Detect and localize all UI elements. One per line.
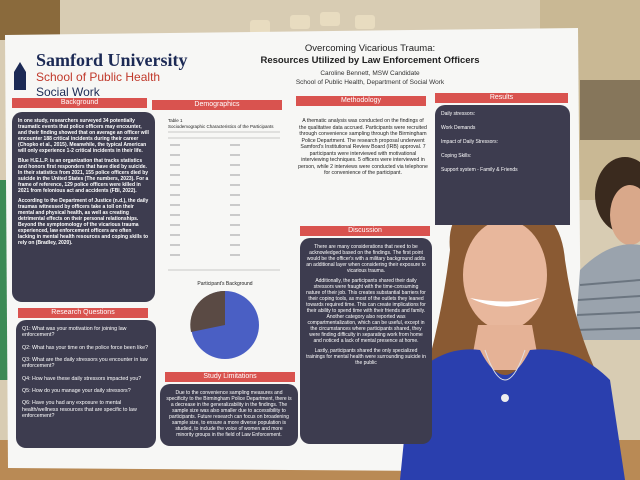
research-question: Q2: What has your time on the police for… — [22, 344, 149, 351]
study-limitations-panel: Due to the convenience sampling measures… — [160, 384, 298, 446]
section-heading: Discussion — [300, 226, 430, 236]
discussion-panel: There are many considerations that need … — [300, 238, 432, 444]
section-heading: Research Questions — [18, 308, 148, 318]
logo-department: Social Work — [36, 85, 100, 99]
section-heading: Background — [12, 98, 147, 108]
research-question: Q6: Have you had any exposure to mental … — [22, 400, 137, 420]
discussion-paragraph: There are many considerations that need … — [306, 244, 426, 274]
logo-school: School of Public Health — [36, 70, 161, 84]
poster-affiliation: School of Public Health, Department of S… — [295, 79, 445, 86]
results-item: Impact of Daily Stressors: — [441, 139, 498, 145]
research-questions-panel: Q1: What was your motivation for joining… — [16, 320, 156, 448]
section-heading: Study Limitations — [165, 372, 295, 382]
results-item: Coping Skills: — [441, 153, 472, 159]
results-item: Work Demands — [441, 125, 476, 131]
research-question: Q3: What are the daily stressors you enc… — [22, 357, 148, 370]
figure-title: Participant's Background — [197, 281, 253, 287]
section-heading: Methodology — [296, 96, 426, 106]
section-heading: Demographics — [152, 100, 282, 110]
poster-title: Overcoming Vicarious Trauma: — [304, 43, 436, 54]
background-paragraph: In one study, researchers surveyed 34 po… — [18, 118, 149, 154]
background-paragraph: According to the Department of Justice (… — [18, 198, 149, 246]
poster-author: Caroline Bennett, MSW Candidate — [320, 70, 420, 77]
background-panel: In one study, researchers surveyed 34 po… — [12, 112, 155, 302]
discussion-paragraph: Additionally, the participants shared th… — [306, 278, 426, 344]
discussion-paragraph: Lastly, participants shared the only spe… — [306, 348, 426, 366]
section-heading: Results — [435, 93, 568, 103]
logo-university: Samford University — [36, 50, 188, 70]
results-item: Daily stressors: — [441, 111, 476, 117]
poster-title: Resources Utilized by Law Enforcement Of… — [260, 55, 480, 66]
background-paragraph: Blue H.E.L.P. is an organization that tr… — [18, 158, 149, 194]
table-caption: Sociodemographic Characteristics of the … — [168, 124, 274, 129]
results-panel: Daily stressors: Work Demands Impact of Da… — [435, 105, 570, 225]
research-question: Q5: How do you manage your daily stresso… — [22, 388, 131, 395]
methodology-text: A thematic analysis was conducted on the… — [298, 118, 428, 176]
research-question: Q4: How have these daily stressors impac… — [22, 375, 142, 382]
table-title: Table 1 — [168, 118, 183, 123]
research-question: Q1: What was your motivation for joining… — [22, 326, 127, 339]
results-item: Support system - Family & Friends — [441, 167, 518, 173]
